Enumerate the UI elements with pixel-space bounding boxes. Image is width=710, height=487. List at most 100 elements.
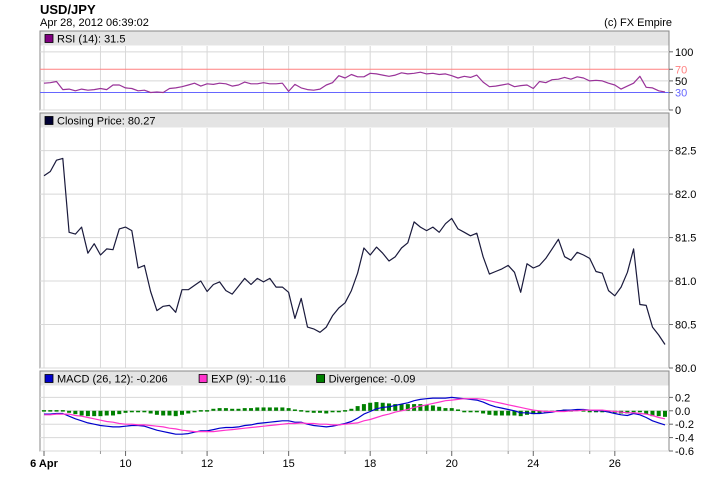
x-tick-label: 6 Apr <box>30 458 58 470</box>
price-tick-label: 81.5 <box>675 233 696 245</box>
divergence-bar <box>223 408 228 411</box>
divergence-bar <box>474 410 479 413</box>
divergence-bar <box>286 408 291 411</box>
divergence-bar <box>487 410 492 415</box>
divergence-bar <box>581 410 586 412</box>
divergence-bar <box>324 410 329 414</box>
rsi-legend-swatch <box>44 34 54 43</box>
divergence-bar <box>374 402 379 411</box>
divergence-bar <box>92 410 97 417</box>
macd-legend-label: EXP (9): -0.116 <box>211 374 286 386</box>
price-panel: 82.5 82.0 81.5 81.0 80.5 80.0 Closing Price: 8… <box>39 112 696 375</box>
price-tick-label: 82.5 <box>675 146 696 158</box>
macd-tick-label: 0.0 <box>675 406 690 418</box>
divergence-bar <box>280 407 285 411</box>
divergence-bar <box>85 410 90 417</box>
divergence-bar <box>456 409 460 411</box>
divergence-bar <box>468 410 473 413</box>
divergence-bar <box>493 410 498 416</box>
divergence-bar <box>594 410 598 413</box>
divergence-bar <box>261 407 266 411</box>
divergence-bar <box>42 410 46 412</box>
divergence-bar <box>173 410 178 417</box>
divergence-bar <box>512 410 517 416</box>
divergence-bar <box>361 404 366 411</box>
divergence-bar <box>600 410 605 413</box>
divergence-bar <box>192 410 197 413</box>
rsi-tick-label: 50 <box>675 76 687 88</box>
rsi-legend-bar <box>40 31 669 46</box>
divergence-bar <box>129 410 134 413</box>
divergence-bar <box>180 410 184 415</box>
copyright: (c) FX Empire <box>604 17 672 29</box>
rsi-tick-label: 70 <box>675 64 687 76</box>
macd-legend-swatch <box>316 374 326 383</box>
divergence-bar <box>430 405 435 411</box>
divergence-bar <box>211 408 216 411</box>
divergence-bar <box>299 410 304 412</box>
divergence-bar <box>418 404 423 411</box>
x-tick-label: 20 <box>446 458 458 470</box>
divergence-bar <box>236 408 241 411</box>
divergence-bar <box>531 410 536 415</box>
rsi-legend-label: RSI (14): 31.5 <box>57 34 125 46</box>
macd-series-line-1 <box>44 398 666 433</box>
divergence-bar <box>311 410 316 413</box>
macd-legend-swatch <box>44 374 54 383</box>
divergence-bar <box>343 410 348 412</box>
divergence-bar <box>186 410 191 414</box>
divergence-bar <box>587 410 592 413</box>
x-tick-label: 10 <box>119 458 131 470</box>
x-tick-label: 15 <box>283 458 295 470</box>
divergence-bar <box>48 410 53 412</box>
x-tick-label: 18 <box>364 458 376 470</box>
divergence-bar <box>650 410 655 417</box>
divergence-bar <box>98 410 103 417</box>
divergence-bar <box>537 410 542 414</box>
price-legend-label: Closing Price: 80.27 <box>57 116 155 128</box>
timestamp: Apr 28, 2012 06:39:02 <box>40 17 149 29</box>
divergence-bar <box>242 408 247 411</box>
divergence-bar <box>267 407 272 411</box>
divergence-bar <box>349 408 354 411</box>
rsi-series-line-0 <box>43 71 666 94</box>
divergence-bar <box>67 410 72 413</box>
divergence-bar <box>136 410 141 413</box>
macd-tick-label: 0.2 <box>675 392 690 404</box>
divergence-bar <box>154 410 159 415</box>
x-tick-label: 24 <box>527 458 539 470</box>
divergence-bar <box>292 409 297 411</box>
divergence-bar <box>424 404 429 411</box>
macd-panel: 0.2 0.0-0.2 -0.4-0.6 MACD (26, 12): -0.206 E… <box>39 370 694 458</box>
macd-legend-label: MACD (26, 12): -0.206 <box>57 374 168 386</box>
divergence-bar <box>230 408 235 411</box>
divergence-bar <box>104 410 109 416</box>
chart-title: USD/JPY <box>40 2 96 17</box>
divergence-bar <box>167 410 172 416</box>
divergence-bar <box>54 410 59 412</box>
x-axis: 6 Apr 10 12 15 18 20 24 26 <box>30 451 621 470</box>
divergence-bar <box>437 406 442 411</box>
divergence-bar <box>73 410 78 415</box>
divergence-bar <box>380 402 385 411</box>
divergence-bar <box>123 410 128 413</box>
divergence-bar <box>499 410 504 416</box>
divergence-bar <box>161 410 166 416</box>
macd-tick-label: -0.6 <box>675 446 694 458</box>
rsi-tick-label: 30 <box>675 88 687 100</box>
divergence-bar <box>637 410 642 413</box>
divergence-bar <box>305 410 310 413</box>
divergence-bar <box>330 410 335 413</box>
divergence-bar <box>217 408 222 411</box>
price-tick-label: 81.0 <box>675 276 696 288</box>
divergence-bar <box>255 407 260 411</box>
macd-legend-label: Divergence: -0.09 <box>329 374 416 386</box>
divergence-bar <box>249 408 253 411</box>
divergence-bar <box>663 410 667 417</box>
divergence-bar <box>205 410 210 412</box>
divergence-bar <box>142 410 147 413</box>
divergence-bar <box>405 404 410 411</box>
divergence-bar <box>318 410 322 413</box>
divergence-bar <box>355 406 360 411</box>
divergence-bar <box>368 402 373 411</box>
